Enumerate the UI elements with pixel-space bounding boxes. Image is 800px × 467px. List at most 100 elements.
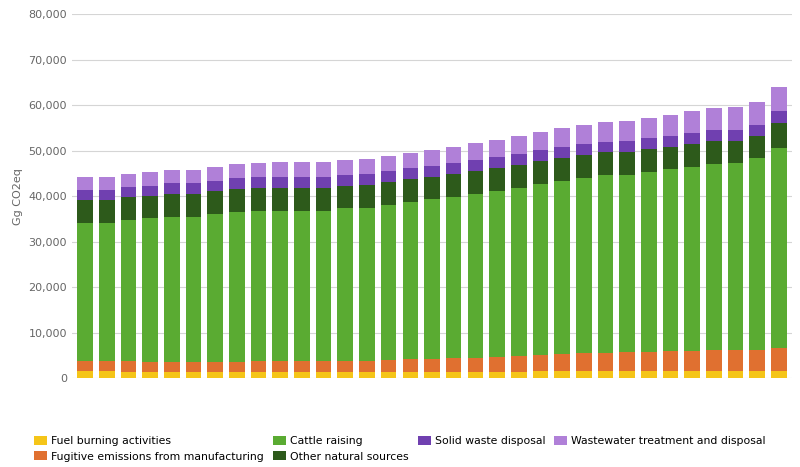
Bar [424,199,440,359]
Legend: Fuel burning activities, Fugitive emissions from manufacturing, Cattle raising, : Fuel burning activities, Fugitive emissi… [34,436,766,461]
Bar [576,125,592,144]
Bar [207,362,223,372]
Bar [554,147,570,158]
Bar [78,361,93,371]
Bar [316,372,331,378]
Bar [402,359,418,372]
Bar [338,372,353,378]
Bar [359,174,374,185]
Bar [533,161,548,184]
Bar [750,135,765,158]
Bar [490,372,505,378]
Bar [424,359,440,372]
Bar [121,361,136,372]
Bar [685,351,700,371]
Bar [619,352,635,371]
Bar [294,211,310,361]
Bar [186,194,202,217]
Bar [250,372,266,378]
Bar [662,135,678,147]
Bar [446,174,462,197]
Bar [598,122,614,142]
Bar [294,177,310,188]
Bar [598,371,614,378]
Bar [359,372,374,378]
Bar [272,188,288,211]
Bar [316,177,331,188]
Bar [576,178,592,353]
Bar [771,112,786,123]
Bar [316,361,331,372]
Bar [467,160,483,171]
Bar [490,157,505,169]
Bar [78,190,93,200]
Bar [78,371,93,378]
Bar [121,372,136,378]
Bar [576,371,592,378]
Bar [728,163,743,350]
Bar [641,352,657,371]
Bar [490,357,505,372]
Bar [446,197,462,358]
Bar [316,163,331,177]
Bar [619,371,635,378]
Bar [641,138,657,149]
Bar [338,208,353,361]
Bar [554,371,570,378]
Bar [771,371,786,378]
Bar [359,208,374,361]
Bar [511,165,526,188]
Bar [121,187,136,197]
Bar [662,169,678,351]
Bar [685,167,700,351]
Bar [164,217,179,362]
Bar [294,188,310,211]
Bar [424,150,440,166]
Bar [164,170,179,184]
Bar [250,188,266,211]
Bar [533,150,548,161]
Bar [446,358,462,372]
Bar [229,362,245,372]
Bar [662,147,678,169]
Bar [771,348,786,371]
Bar [402,179,418,202]
Bar [598,142,614,152]
Bar [250,163,266,177]
Bar [272,163,288,177]
Bar [641,149,657,172]
Bar [598,175,614,353]
Bar [424,177,440,199]
Bar [771,148,786,348]
Bar [446,163,462,174]
Bar [186,170,202,184]
Bar [207,372,223,378]
Bar [294,372,310,378]
Bar [229,164,245,178]
Bar [533,132,548,150]
Bar [338,186,353,208]
Bar [619,152,635,175]
Bar [490,169,505,191]
Bar [402,169,418,179]
Bar [576,144,592,155]
Bar [142,219,158,362]
Bar [164,362,179,372]
Bar [554,354,570,371]
Bar [706,371,722,378]
Bar [619,175,635,352]
Bar [685,133,700,144]
Bar [533,371,548,378]
Bar [121,174,136,187]
Bar [446,147,462,163]
Bar [554,128,570,147]
Bar [662,114,678,135]
Bar [641,371,657,378]
Bar [316,188,331,211]
Bar [142,362,158,372]
Bar [381,171,397,182]
Bar [467,171,483,194]
Bar [511,136,526,154]
Bar [619,141,635,152]
Bar [511,356,526,372]
